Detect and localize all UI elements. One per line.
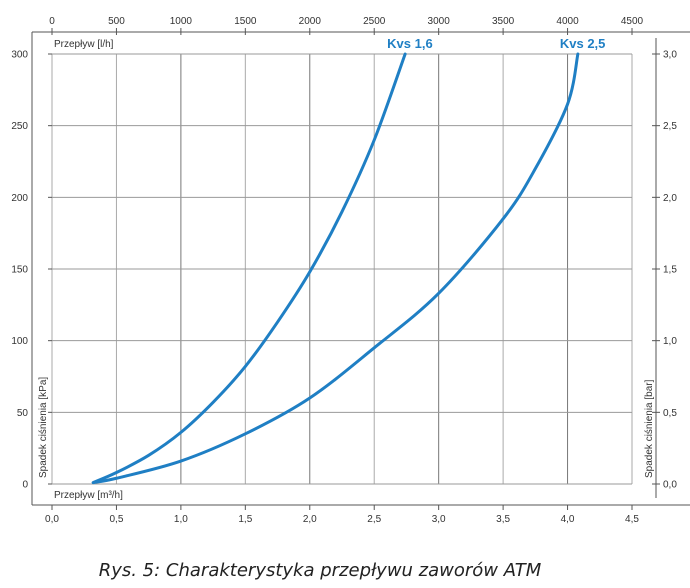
y-left-tick-label: 100	[11, 336, 28, 347]
series-line-1	[91, 52, 407, 485]
x-top-tick-label: 500	[108, 16, 125, 27]
x-top-tick-label: 3000	[428, 16, 451, 27]
x-bottom-tick-label: 3,5	[496, 514, 510, 525]
y-right-tick-label: 1,0	[663, 336, 677, 347]
series: Kvs 1,6 Kvs 2,5	[91, 36, 606, 485]
x-bottom-tick-label: 2,0	[303, 514, 317, 525]
series-line-2	[91, 52, 580, 485]
x-top-tick-label: 2500	[363, 16, 386, 27]
y-left-tick-label: 250	[11, 121, 28, 132]
x-top-tick-label: 4500	[621, 16, 644, 27]
x-bottom-tick-label: 2,5	[367, 514, 381, 525]
series-label-2: Kvs 2,5	[560, 36, 606, 51]
x-top-tick-label: 1000	[170, 16, 193, 27]
x-top-axis-label: Przepływ [l/h]	[54, 39, 114, 50]
x-bottom-tick-label: 4,0	[561, 514, 575, 525]
x-top-tick-label: 3500	[492, 16, 515, 27]
y-right-tick-label: 3,0	[663, 50, 677, 61]
x-bottom-tick-label: 0,0	[45, 514, 59, 525]
x-top-tick-label: 4000	[556, 16, 579, 27]
x-bottom-tick-label: 3,0	[432, 514, 446, 525]
y-left-axis-label: Spadek ciśnienia [kPa]	[38, 377, 49, 478]
figure-caption: Rys. 5: Charakterystyka przepływu zaworó…	[98, 560, 542, 581]
flow-characteristic-chart: 0,000,55001,010001,515002,020002,525003,…	[11, 16, 690, 525]
y-right-tick-label: 2,5	[663, 121, 677, 132]
grid	[51, 53, 633, 485]
y-left-tick-label: 50	[17, 408, 29, 419]
y-left-tick-label: 0	[22, 480, 28, 491]
x-top-tick-label: 0	[49, 16, 55, 27]
y-right-axis-label: Spadek ciśnienia [bar]	[644, 379, 655, 478]
x-bottom-axis-label: Przepływ [m³/h]	[54, 490, 123, 501]
y-right-tick-label: 2,0	[663, 193, 677, 204]
y-left-tick-label: 300	[11, 50, 28, 61]
x-top-tick-label: 2000	[299, 16, 322, 27]
y-left-tick-label: 150	[11, 265, 28, 276]
x-bottom-tick-label: 1,5	[238, 514, 252, 525]
y-right-tick-label: 1,5	[663, 265, 677, 276]
y-right-tick-label: 0,5	[663, 408, 677, 419]
x-top-tick-label: 1500	[234, 16, 257, 27]
y-left-tick-label: 200	[11, 193, 28, 204]
series-label-1: Kvs 1,6	[387, 36, 433, 51]
x-bottom-tick-label: 4,5	[625, 514, 639, 525]
y-right-tick-label: 0,0	[663, 480, 677, 491]
x-bottom-tick-label: 1,0	[174, 514, 188, 525]
axes: 0,000,55001,010001,515002,020002,525003,…	[11, 16, 690, 525]
x-bottom-tick-label: 0,5	[109, 514, 123, 525]
